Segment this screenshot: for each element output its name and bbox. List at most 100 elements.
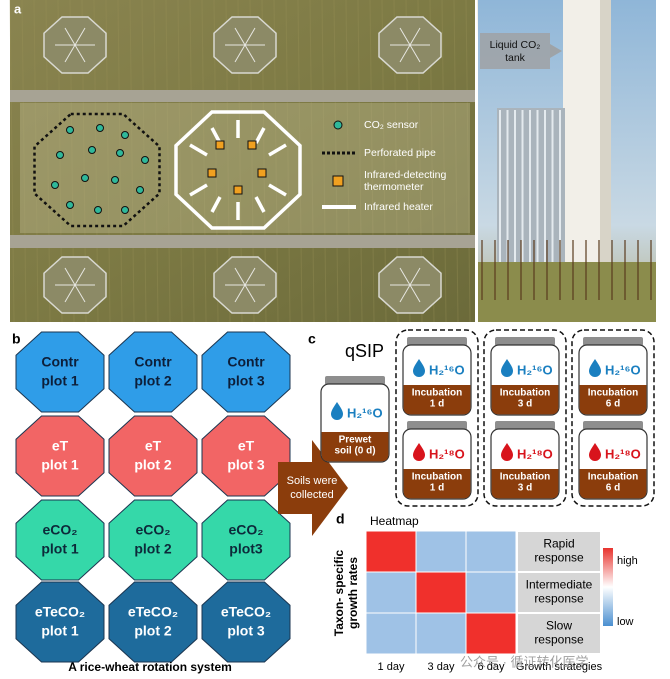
colorbar-high: high [617,555,638,567]
strategy-label: Slow [546,619,572,633]
jar-soil [403,385,471,415]
co2-sensor [66,201,74,209]
tank-label-arrow [550,44,562,58]
water-label: H₂¹⁸O [517,446,553,461]
co2-sensor [121,206,129,214]
field-texture [189,0,195,323]
plot-number: plot 2 [134,623,172,639]
plot-treatment: eT [238,438,255,454]
co2-sensor [94,206,102,214]
plot-octagon [201,581,291,663]
road [10,235,475,248]
panel-letter: a [14,1,22,16]
field-texture [333,0,339,323]
co2-sensor [51,181,59,189]
plot-octagon [108,331,198,413]
infrared-heater [254,127,266,144]
panel-d: d HeatmapRapidresponseIntermediaterespons… [332,511,638,673]
plot-number: plot 2 [134,541,172,557]
field-texture [345,0,351,323]
incubation-group [483,329,567,507]
water-label: H₂¹⁸O [605,446,641,461]
legend-thermo [332,175,344,187]
jar-label: Incubation [412,388,463,399]
plot-treatment: eTeCO₂ [35,604,85,620]
field-texture [369,0,375,323]
field-texture [9,0,15,323]
road [10,90,475,102]
jar-label: soil (0 d) [334,446,375,457]
water-drop [501,443,513,461]
plot-treatment: eCO₂ [135,522,170,538]
infrared-heater [210,196,222,213]
colorbar-low: low [617,616,634,628]
plot-number: plot 1 [41,457,79,473]
jar-label: 3 d [518,483,532,494]
jar-label: Incubation [412,472,463,483]
strategy-label: Intermediate [526,578,593,592]
small-star [55,27,95,63]
tank-column-shade [600,0,611,280]
field-texture [285,0,291,323]
y-label: Taxon- specific [332,549,346,636]
infrared-heater [268,143,287,157]
strategy-axis-label: Growth strategies [516,661,603,673]
jar-lid [495,337,555,346]
field-texture [177,0,183,323]
small-star [225,27,265,63]
jar-label: 3 d [518,399,532,410]
heatmap-cell [465,612,517,655]
field-texture [153,0,159,323]
water-label: H₂¹⁶O [517,362,553,377]
tank-label: tank [505,52,526,64]
plot-number: plot 1 [41,541,79,557]
heatmap-cell [465,571,517,614]
warming-plot [174,110,302,230]
jar-lid [325,376,385,385]
plot-octagon [201,499,291,581]
heatmap-cell [365,612,417,655]
strategy-label: response [534,551,584,565]
colorbar [603,548,613,626]
plot-octagon [108,415,198,497]
jar-label: 6 d [606,399,620,410]
x-label: 6 day [478,661,505,673]
water-label: H₂¹⁸O [429,446,465,461]
incubation-group [571,329,655,507]
field-texture [453,0,459,323]
plot-number: plot 1 [41,373,79,389]
thermometer [215,140,225,150]
plot-treatment: eT [145,438,162,454]
plot-treatment: eCO₂ [228,522,263,538]
legend-label: CO₂ sensor [364,119,419,131]
plot-octagon [15,331,105,413]
plot-number: plot 2 [134,457,172,473]
field-texture [441,0,447,323]
jar-lid [495,421,555,430]
co2-sensor [66,126,74,134]
water-drop [589,359,601,377]
jar-lid [583,337,643,346]
plot-octagon [15,499,105,581]
panel-a: a CO₂ sensor Perforated pipe Infrared-detec… [9,0,656,323]
infrared-heater [268,183,287,197]
plot-treatment: eTeCO₂ [221,604,271,620]
field-texture [465,0,471,323]
incubation-group [395,329,479,507]
co2-sensor [116,149,124,157]
jar-soil [579,385,647,415]
legend-sensor [333,120,343,130]
plot-treatment: Contr [134,354,172,370]
water-drop [589,443,601,461]
heatmap-cell [415,612,467,655]
control-plot [33,112,161,228]
caption: A rice-wheat rotation system [68,660,232,674]
plot-octagon [108,499,198,581]
co2-sensor [88,146,96,154]
grass [478,262,656,322]
jar-label: 6 d [606,483,620,494]
jar-label: 1 d [430,399,444,410]
plot-number: plot 1 [41,623,79,639]
jar-label: Incubation [500,388,551,399]
heatmap-cell [465,530,517,573]
